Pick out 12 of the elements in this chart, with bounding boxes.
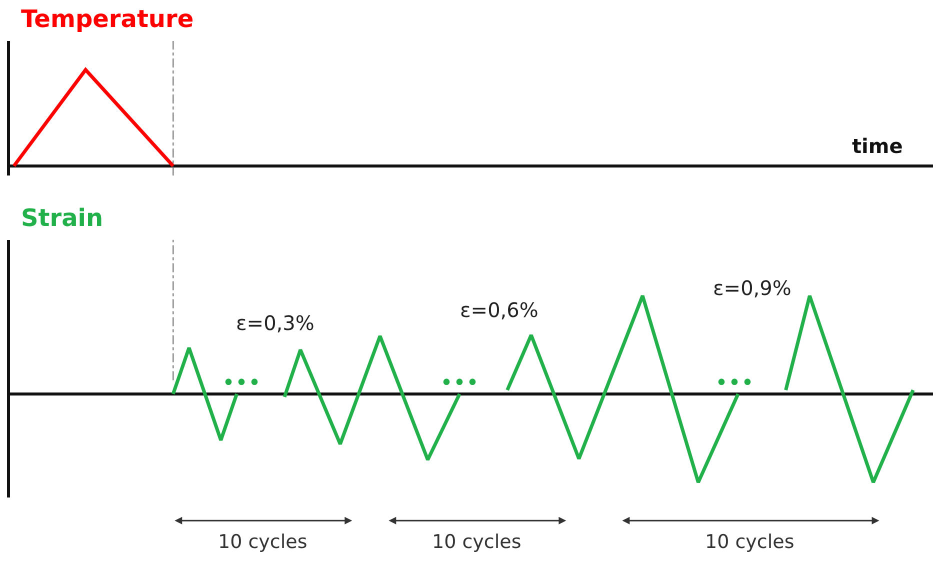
- text: 10 cycles: [218, 531, 308, 553]
- chart-title: Temperature: [21, 5, 194, 33]
- annotation: ε=0,6%: [460, 298, 538, 322]
- annotation: •••: [440, 371, 479, 396]
- annotation: •••: [222, 371, 261, 396]
- chart-title: Strain: [21, 204, 104, 232]
- annotation: •••: [715, 371, 754, 396]
- text: 10 cycles: [705, 531, 794, 553]
- text: 10 cycles: [432, 531, 522, 553]
- annotation: ε=0,9%: [713, 276, 792, 300]
- x-axis-title: time: [852, 134, 903, 158]
- annotation: ε=0,3%: [236, 311, 314, 335]
